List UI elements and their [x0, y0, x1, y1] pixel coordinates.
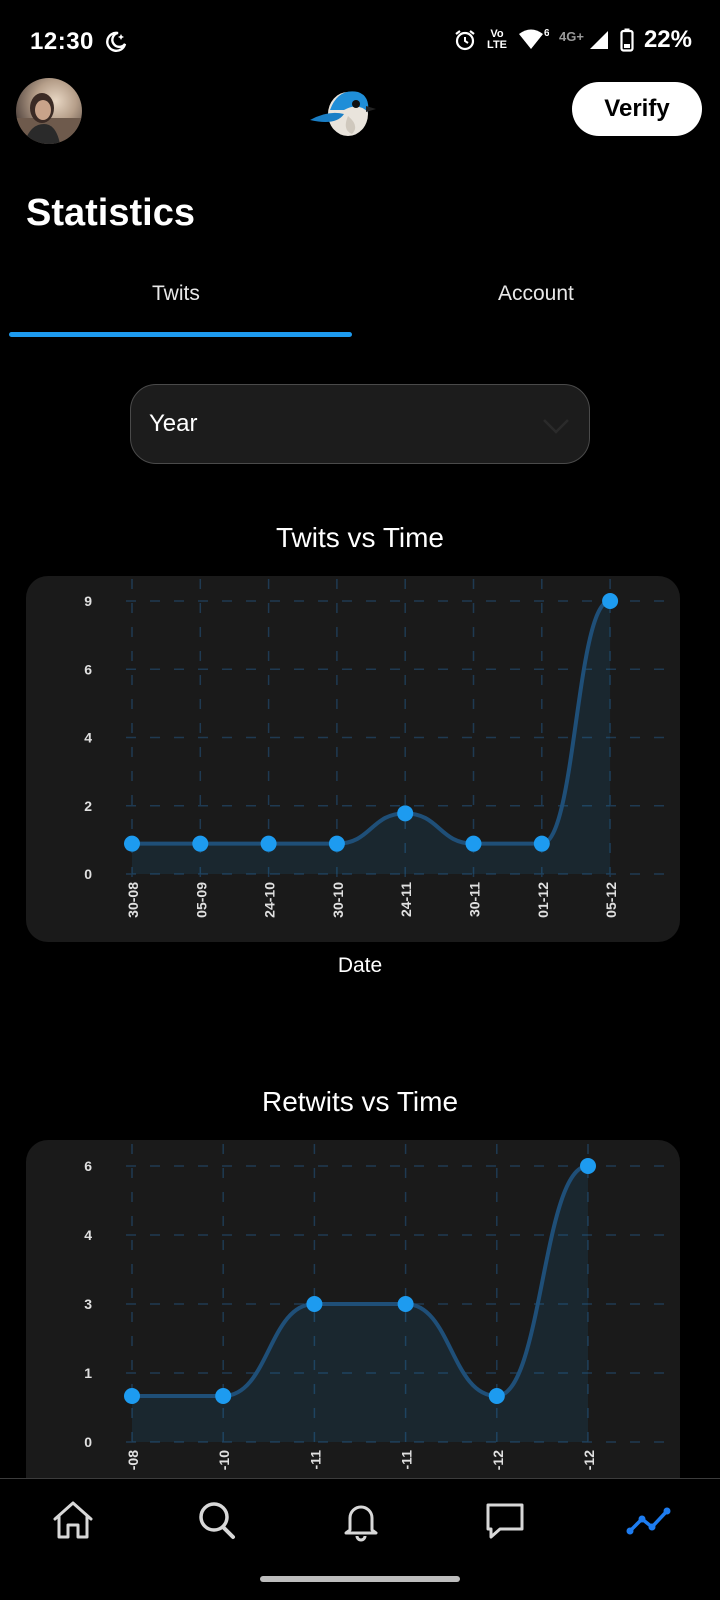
y-tick-label: 2: [84, 798, 92, 814]
active-tab-indicator: [9, 332, 352, 337]
x-tick-label: 01-12: [535, 882, 551, 918]
x-tick-label: 30-10: [330, 882, 346, 918]
x-tick-label: -08: [125, 1450, 141, 1470]
y-tick-label: 4: [84, 1227, 92, 1243]
battery-icon: [620, 28, 634, 52]
data-point: [124, 835, 140, 852]
y-tick-label: 3: [84, 1296, 92, 1312]
chart-twits-xlabel: Date: [337, 954, 383, 977]
avatar[interactable]: [16, 78, 82, 144]
data-point: [328, 835, 345, 852]
x-tick-label: 24-10: [262, 882, 278, 918]
chevron-down-icon: [543, 419, 569, 434]
x-tick-label: 05-09: [193, 882, 209, 918]
tab-bar: Twits Account: [0, 270, 720, 340]
battery-percent: 22%: [643, 26, 692, 53]
tab-account[interactable]: Account: [498, 282, 574, 305]
data-point: [192, 835, 209, 852]
tab-twits[interactable]: Twits: [152, 282, 200, 305]
series-area: [132, 601, 611, 874]
data-point: [602, 593, 619, 609]
data-point: [260, 835, 277, 852]
gesture-bar: [260, 1576, 460, 1582]
volte-indicator: Vo LTE: [487, 28, 508, 51]
y-tick-label: 4: [84, 730, 92, 746]
status-time: 12:30: [30, 28, 94, 55]
y-tick-label: 0: [84, 1434, 92, 1450]
y-tick-label: 1: [84, 1365, 92, 1381]
period-select-value: Year: [149, 410, 198, 437]
moon-icon: [106, 31, 127, 53]
chart-title-twits: Twits vs Time: [275, 522, 444, 553]
x-tick-label: 30-11: [467, 882, 483, 917]
home-icon[interactable]: [48, 1497, 98, 1543]
x-tick-label: -12: [581, 1450, 597, 1470]
x-tick-label: -12: [490, 1450, 506, 1470]
chart-title-retwits: Retwits vs Time: [261, 1086, 459, 1117]
y-tick-label: 6: [84, 661, 92, 677]
x-tick-label: -11: [399, 1450, 415, 1470]
chat-icon[interactable]: [480, 1497, 530, 1543]
avatar-image: [16, 93, 82, 144]
svg-text:6: 6: [544, 28, 549, 39]
bottom-nav: [0, 1478, 720, 1561]
y-tick-label: 6: [84, 1158, 92, 1174]
data-point: [465, 835, 482, 852]
data-point: [397, 1296, 414, 1312]
chart-retwits-svg: 0 1 3 4 6 -08 -10 -11 -11 -12 -12: [84, 1144, 666, 1470]
network-type: 4G+: [559, 28, 584, 44]
x-tick-label: 24-11: [398, 882, 414, 917]
data-point: [124, 1388, 140, 1404]
chart-retwits: 0 1 3 4 6 -08 -10 -11 -11 -12 -12: [26, 1140, 680, 1500]
status-icons: Vo LTE 6 4G+ 22%: [453, 26, 692, 54]
series-line: [132, 599, 611, 846]
bell-icon[interactable]: [336, 1497, 386, 1543]
verify-button[interactable]: Verify: [572, 82, 702, 136]
alarm-icon: [455, 30, 475, 51]
y-tick-label: 9: [84, 593, 92, 609]
bird-logo[interactable]: [308, 80, 378, 144]
chart-twits: 0 2 4 6 9 30-08 05-09 24-10 30-10 24-11 30-11 01-12…: [26, 576, 680, 942]
data-point: [533, 835, 550, 852]
wifi-icon: 6: [519, 28, 549, 49]
x-tick-label: 05-12: [603, 882, 619, 918]
data-point: [306, 1296, 323, 1312]
x-tick-label: -10: [216, 1450, 232, 1470]
status-bar: 12:30 Vo LTE 6 4G+ 22%: [0, 0, 720, 86]
data-point: [580, 1158, 596, 1174]
data-point: [397, 805, 414, 822]
period-select[interactable]: Year: [130, 384, 590, 464]
x-tick-label: -11: [307, 1450, 323, 1470]
chart-twits-svg: 0 2 4 6 9 30-08 05-09 24-10 30-10 24-11 30-11 01-12…: [84, 579, 666, 918]
data-point: [488, 1388, 505, 1404]
data-point: [215, 1388, 232, 1404]
x-tick-label: 30-08: [125, 882, 141, 918]
signal-icon: [589, 31, 608, 49]
search-icon[interactable]: [192, 1497, 242, 1543]
stats-icon[interactable]: [624, 1497, 674, 1543]
y-tick-label: 0: [84, 866, 92, 882]
page-title: Statistics: [26, 192, 195, 234]
